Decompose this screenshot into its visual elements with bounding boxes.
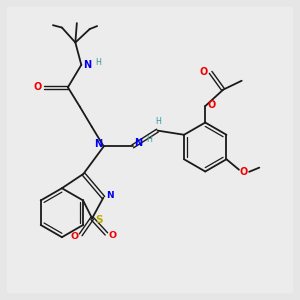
Text: N: N	[82, 60, 91, 70]
Text: N: N	[134, 138, 142, 148]
FancyBboxPatch shape	[7, 7, 293, 293]
Text: O: O	[240, 167, 248, 177]
Text: O: O	[208, 100, 216, 110]
Text: O: O	[33, 82, 41, 92]
Text: N: N	[106, 191, 114, 200]
Text: N: N	[94, 139, 102, 149]
Text: O: O	[70, 232, 78, 241]
Text: H: H	[95, 58, 101, 67]
Text: S: S	[95, 215, 102, 225]
Text: O: O	[200, 67, 208, 77]
Text: O: O	[109, 231, 117, 240]
Text: H: H	[146, 135, 152, 144]
Text: H: H	[155, 116, 161, 125]
